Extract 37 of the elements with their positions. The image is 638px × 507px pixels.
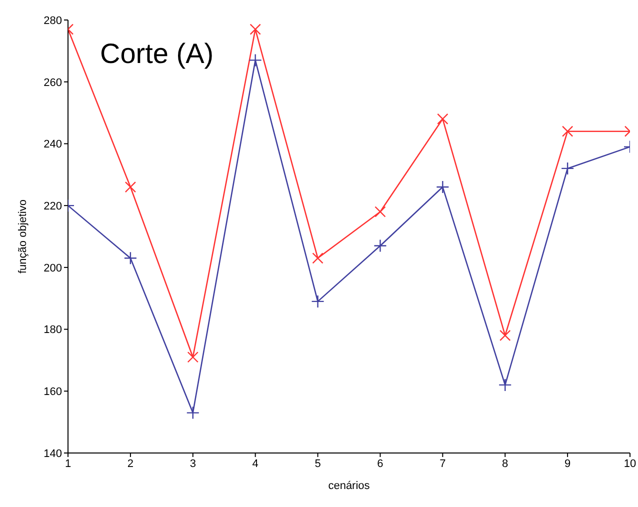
y-tick-label: 220 [44,200,62,212]
x-tick-label: 5 [314,458,321,470]
point [562,126,574,137]
x-tick-label: 6 [377,458,384,470]
point [124,181,136,193]
y-tick-label: 260 [44,76,62,89]
point [374,239,387,252]
point [500,330,511,342]
x-tick-label: 10 [624,458,636,470]
point [124,252,138,265]
y-tick-label: 240 [44,138,62,151]
point [374,206,386,218]
y-tick-label: 180 [44,324,62,336]
point [312,252,324,264]
y-tick-label: 160 [44,386,62,398]
x-tick-label: 8 [502,458,508,470]
y-tick-label: 280 [44,14,62,27]
text: Corte (A) [100,38,214,70]
x-tick-label: 2 [127,458,134,470]
point [186,406,200,420]
point [436,180,450,194]
x-tick-label: 4 [252,458,258,470]
y-tick-label: 140 [44,448,62,460]
x-tick-label: 3 [190,458,196,470]
point [498,378,512,392]
x-axis-title: cenários [328,480,370,492]
point [187,352,198,363]
point [437,113,448,125]
point [250,24,261,35]
point [248,54,262,67]
y-tick-label: 200 [44,262,62,274]
x-tick-label: 9 [564,458,571,470]
point [311,294,324,308]
y-axis-title: função objetivo [16,200,29,274]
point [560,162,574,176]
x-tick-label: 1 [64,458,72,470]
x-tick-label: 7 [440,458,446,470]
